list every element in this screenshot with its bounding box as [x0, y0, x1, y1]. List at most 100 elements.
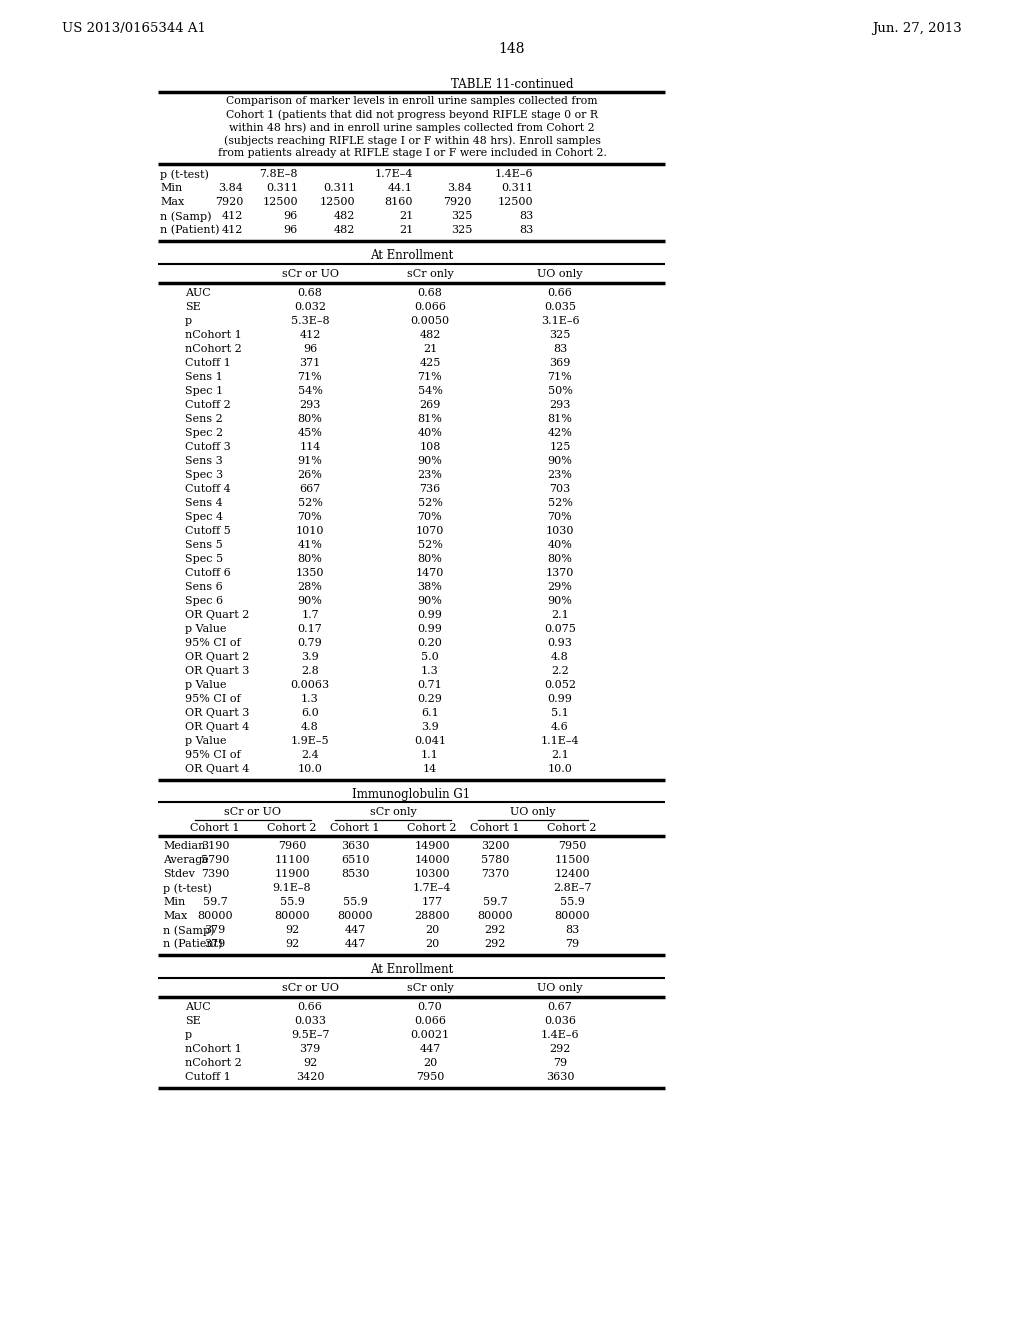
Text: 0.70: 0.70	[418, 1002, 442, 1012]
Text: 26%: 26%	[298, 470, 323, 480]
Text: 425: 425	[419, 358, 440, 368]
Text: 21: 21	[398, 224, 413, 235]
Text: 14900: 14900	[414, 841, 450, 851]
Text: 5790: 5790	[201, 855, 229, 865]
Text: 59.7: 59.7	[203, 898, 227, 907]
Text: 3190: 3190	[201, 841, 229, 851]
Text: 3.9: 3.9	[421, 722, 439, 733]
Text: 0.066: 0.066	[414, 1016, 446, 1026]
Text: 0.311: 0.311	[266, 183, 298, 193]
Text: 3.84: 3.84	[218, 183, 243, 193]
Text: 2.8: 2.8	[301, 667, 318, 676]
Text: 3630: 3630	[341, 841, 370, 851]
Text: p Value: p Value	[185, 624, 226, 634]
Text: Stdev: Stdev	[163, 869, 195, 879]
Text: Sens 6: Sens 6	[185, 582, 223, 591]
Text: Max: Max	[160, 197, 184, 207]
Text: OR Quart 4: OR Quart 4	[185, 722, 250, 733]
Text: TABLE 11-continued: TABLE 11-continued	[451, 78, 573, 91]
Text: 8160: 8160	[384, 197, 413, 207]
Text: p: p	[185, 1030, 193, 1040]
Text: Sens 4: Sens 4	[185, 498, 223, 508]
Text: 90%: 90%	[548, 455, 572, 466]
Text: Spec 4: Spec 4	[185, 512, 223, 521]
Text: n (Patient): n (Patient)	[160, 224, 219, 235]
Text: 10.0: 10.0	[298, 764, 323, 774]
Text: 20: 20	[425, 939, 439, 949]
Text: 40%: 40%	[418, 428, 442, 438]
Text: 0.68: 0.68	[298, 288, 323, 298]
Text: sCr or UO: sCr or UO	[282, 983, 339, 993]
Text: 8530: 8530	[341, 869, 370, 879]
Text: 90%: 90%	[548, 597, 572, 606]
Text: 54%: 54%	[418, 385, 442, 396]
Text: 4.6: 4.6	[551, 722, 569, 733]
Text: 0.29: 0.29	[418, 694, 442, 704]
Text: 1.9E–5: 1.9E–5	[291, 737, 330, 746]
Text: UO only: UO only	[538, 269, 583, 279]
Text: 5.3E–8: 5.3E–8	[291, 315, 330, 326]
Text: 3420: 3420	[296, 1072, 325, 1082]
Text: 41%: 41%	[298, 540, 323, 550]
Text: 0.311: 0.311	[501, 183, 534, 193]
Text: Cutoff 4: Cutoff 4	[185, 484, 230, 494]
Text: 447: 447	[420, 1044, 440, 1053]
Text: 482: 482	[334, 211, 355, 220]
Text: 80%: 80%	[548, 554, 572, 564]
Text: At Enrollment: At Enrollment	[370, 964, 454, 975]
Text: 0.311: 0.311	[323, 183, 355, 193]
Text: Sens 2: Sens 2	[185, 414, 223, 424]
Text: 2.4: 2.4	[301, 750, 318, 760]
Text: OR Quart 3: OR Quart 3	[185, 708, 250, 718]
Text: 52%: 52%	[548, 498, 572, 508]
Text: 108: 108	[419, 442, 440, 451]
Text: sCr or UO: sCr or UO	[224, 807, 282, 817]
Text: 52%: 52%	[418, 498, 442, 508]
Text: 59.7: 59.7	[482, 898, 507, 907]
Text: 96: 96	[303, 345, 317, 354]
Text: 80%: 80%	[418, 554, 442, 564]
Text: 0.68: 0.68	[418, 288, 442, 298]
Text: 20: 20	[423, 1059, 437, 1068]
Text: 14000: 14000	[414, 855, 450, 865]
Text: Min: Min	[163, 898, 185, 907]
Text: 7390: 7390	[201, 869, 229, 879]
Text: Sens 1: Sens 1	[185, 372, 223, 381]
Text: 667: 667	[299, 484, 321, 494]
Text: 96: 96	[284, 224, 298, 235]
Text: Average: Average	[163, 855, 209, 865]
Text: 0.035: 0.035	[544, 302, 575, 312]
Text: n (Samp): n (Samp)	[163, 925, 214, 936]
Text: 2.2: 2.2	[551, 667, 569, 676]
Text: 7.8E–8: 7.8E–8	[259, 169, 298, 180]
Text: 23%: 23%	[548, 470, 572, 480]
Text: 1030: 1030	[546, 525, 574, 536]
Text: 55.9: 55.9	[559, 898, 585, 907]
Text: 80%: 80%	[298, 554, 323, 564]
Text: 79: 79	[553, 1059, 567, 1068]
Text: 29%: 29%	[548, 582, 572, 591]
Text: from patients already at RIFLE stage I or F were included in Cohort 2.: from patients already at RIFLE stage I o…	[217, 148, 606, 158]
Text: SE: SE	[185, 1016, 201, 1026]
Text: 1.3: 1.3	[421, 667, 439, 676]
Text: 71%: 71%	[548, 372, 572, 381]
Text: 2.1: 2.1	[551, 750, 569, 760]
Text: 0.036: 0.036	[544, 1016, 575, 1026]
Text: 325: 325	[549, 330, 570, 341]
Text: 379: 379	[205, 925, 225, 935]
Text: AUC: AUC	[185, 1002, 211, 1012]
Text: nCohort 2: nCohort 2	[185, 1059, 242, 1068]
Text: 12500: 12500	[262, 197, 298, 207]
Text: 1.4E–6: 1.4E–6	[541, 1030, 580, 1040]
Text: 4.8: 4.8	[301, 722, 318, 733]
Text: 40%: 40%	[548, 540, 572, 550]
Text: 325: 325	[451, 211, 472, 220]
Text: nCohort 1: nCohort 1	[185, 1044, 242, 1053]
Text: 45%: 45%	[298, 428, 323, 438]
Text: Spec 6: Spec 6	[185, 597, 223, 606]
Text: 482: 482	[334, 224, 355, 235]
Text: p: p	[185, 315, 193, 326]
Text: 11900: 11900	[274, 869, 310, 879]
Text: Cohort 1: Cohort 1	[470, 822, 520, 833]
Text: 2.8E–7: 2.8E–7	[553, 883, 591, 894]
